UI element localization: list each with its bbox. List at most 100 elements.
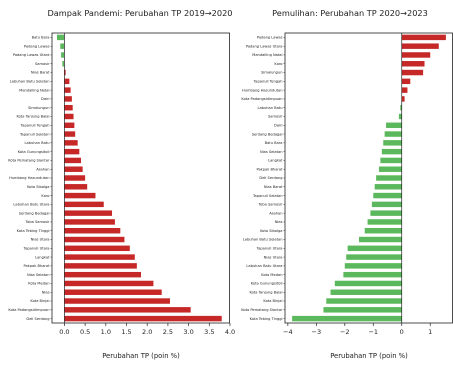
- y-tick-label: Deli Serdang: [26, 317, 49, 321]
- x-tick-label: 3.0: [183, 328, 193, 336]
- bar-1-17: [374, 184, 402, 190]
- bar-0-31: [64, 307, 191, 313]
- y-tick-label: Labuhan Batu Utara: [13, 203, 49, 207]
- y-tick-label: Nias: [42, 290, 50, 294]
- bar-1-32: [292, 315, 402, 322]
- y-tick-label: Batu Bara: [32, 36, 50, 40]
- bar-0-26: [64, 263, 137, 269]
- bar-0-21: [64, 219, 115, 225]
- x-tick-label: −4: [283, 328, 293, 336]
- y-tick-label: Pakpak Bharat: [23, 264, 50, 268]
- bar-1-5: [401, 78, 411, 85]
- bar-1-6: [401, 87, 408, 93]
- bar-1-1: [401, 43, 439, 49]
- recovery-chart-title: Pemulihan: Perubahan TP 2020→2023: [272, 8, 428, 18]
- y-tick-label: Nias Barat: [264, 185, 283, 189]
- y-tick-label: Labuhan Batu Selatan: [10, 80, 50, 84]
- bar-1-31: [323, 307, 402, 313]
- y-tick-label: Karo: [274, 62, 282, 66]
- y-tick-label: Pakpak Bharat: [256, 167, 283, 171]
- bar-0-28: [64, 280, 154, 287]
- impact-chart-x-label: Perubahan TP (poin %): [102, 352, 180, 360]
- bar-1-13: [381, 148, 402, 155]
- bar-0-3: [62, 61, 65, 67]
- y-tick-label: Kota Padangsidimpuan: [8, 308, 49, 312]
- bar-0-17: [64, 184, 88, 190]
- impact-chart-x-ticks: 0.0 0.5 1.0 1.5 2.0 2.5 3.0 3.5 4.0: [59, 323, 235, 336]
- bar-1-23: [359, 236, 402, 243]
- x-tick-label: 4.0: [225, 328, 235, 336]
- bar-0-8: [64, 104, 73, 111]
- impact-chart-title: Dampak Pandemi: Perubahan TP 2019→2020: [47, 8, 232, 18]
- bar-0-18: [64, 192, 96, 199]
- bar-1-16: [376, 175, 402, 181]
- y-tick-label: Nias Utara: [31, 238, 50, 242]
- bar-1-26: [344, 263, 402, 269]
- bar-1-4: [401, 69, 424, 76]
- bar-0-19: [64, 201, 104, 208]
- bar-1-8: [400, 104, 402, 111]
- bar-1-9: [398, 113, 402, 120]
- bar-0-7: [64, 96, 72, 102]
- x-tick-label: 0: [400, 328, 404, 336]
- bar-1-2: [401, 52, 431, 58]
- bar-1-22: [364, 228, 402, 234]
- y-tick-label: Labuhan Batu Selatan: [243, 238, 283, 242]
- bar-1-28: [334, 280, 402, 287]
- y-tick-label: Kota Tanjung Balai: [16, 115, 49, 119]
- x-tick-label: −2: [340, 328, 350, 336]
- bar-0-27: [64, 271, 141, 278]
- y-tick-label: Padang Lawas: [257, 36, 283, 40]
- bar-0-23: [64, 236, 125, 243]
- y-tick-label: Karo: [41, 194, 49, 198]
- bar-0-30: [64, 298, 170, 304]
- y-tick-label: Dairi: [274, 123, 282, 127]
- y-tick-label: Kota Gunungsitoli: [251, 282, 283, 286]
- y-tick-label: Kota Padangsidimpuan: [241, 97, 282, 101]
- y-tick-label: Nias Selatan: [260, 150, 283, 154]
- y-tick-label: Labuhan Batu: [24, 141, 49, 145]
- bar-0-13: [64, 148, 80, 155]
- y-tick-label: Padang Lawas Utara: [246, 44, 283, 48]
- y-tick-label: Simalungun: [28, 106, 49, 110]
- y-tick-label: Tapanuli Tengah: [253, 80, 283, 84]
- recovery-chart-bars: [292, 33, 446, 323]
- y-tick-label: Mandailing Natal: [252, 53, 282, 57]
- x-tick-label: 2.0: [142, 328, 152, 336]
- bar-0-29: [64, 289, 162, 295]
- y-tick-label: Nias Barat: [31, 71, 50, 75]
- y-tick-label: Kota Sibolga: [260, 229, 282, 233]
- x-tick-label: 0.0: [59, 328, 69, 336]
- y-tick-label: Samosir: [35, 62, 50, 66]
- bar-0-16: [64, 175, 86, 181]
- y-tick-label: Mandailing Natal: [19, 88, 49, 92]
- y-tick-label: Langkat: [35, 255, 50, 259]
- y-tick-label: Padang Lawas: [24, 44, 50, 48]
- bar-1-12: [383, 140, 402, 146]
- y-tick-label: Kota Binjai: [263, 299, 282, 303]
- y-tick-label: Toba Samosir: [258, 203, 283, 207]
- y-tick-label: Nias Utara: [264, 255, 283, 259]
- bar-0-5: [64, 78, 70, 85]
- x-tick-label: 2.5: [163, 328, 173, 336]
- y-tick-label: Humbang Hasundutan: [242, 88, 282, 92]
- bar-1-11: [384, 131, 402, 137]
- bar-1-3: [401, 61, 425, 67]
- y-tick-label: Simalungun: [261, 71, 282, 75]
- y-tick-label: Kota Sibolga: [27, 185, 49, 189]
- x-tick-label: −3: [312, 328, 322, 336]
- y-tick-label: Batu Bara: [265, 141, 283, 145]
- bar-0-6: [64, 87, 71, 93]
- y-tick-label: Serdang Bedagai: [252, 132, 283, 136]
- bar-0-2: [61, 52, 65, 58]
- y-tick-label: Asahan: [269, 211, 282, 215]
- bar-1-18: [373, 192, 402, 199]
- y-tick-label: Kota Tanjung Balai: [249, 290, 282, 294]
- bar-0-4: [64, 69, 66, 76]
- bar-0-22: [64, 228, 121, 234]
- x-tick-label: −1: [368, 328, 378, 336]
- bar-0-15: [64, 166, 83, 172]
- bar-1-7: [401, 96, 405, 102]
- bar-0-14: [64, 157, 81, 164]
